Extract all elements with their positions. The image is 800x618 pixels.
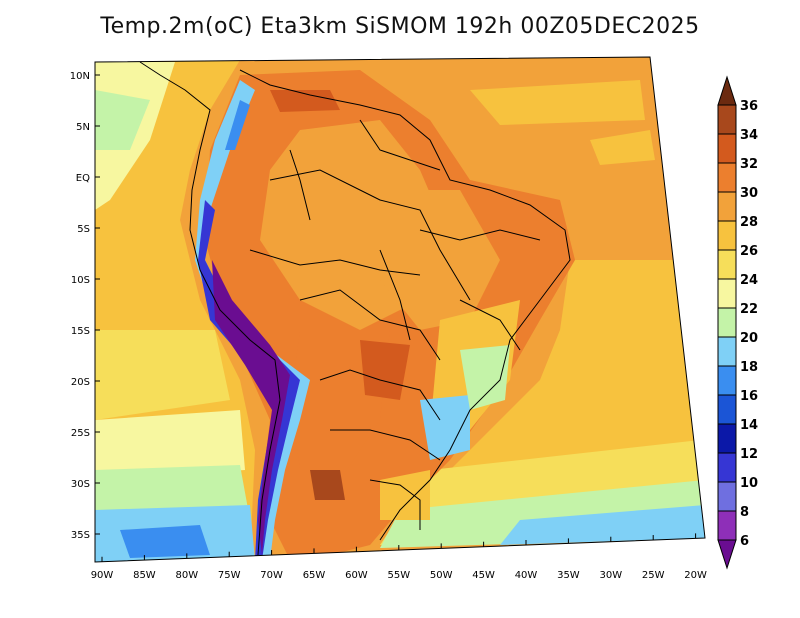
colorbar-label: 10 <box>740 476 758 491</box>
colorbar-swatch <box>717 220 737 251</box>
colorbar-label: 14 <box>740 418 758 433</box>
colorbar-label: 28 <box>740 215 758 230</box>
colorbar-label: 30 <box>740 186 758 201</box>
temperature-field <box>95 57 705 562</box>
lon-label: 20W <box>684 570 707 581</box>
lat-label: 30S <box>71 479 90 490</box>
colorbar-swatch <box>717 133 737 164</box>
colorbar-swatch <box>717 191 737 222</box>
lat-label: 5S <box>77 224 90 235</box>
colorbar-label: 24 <box>740 273 758 288</box>
colorbar-swatch <box>717 481 737 512</box>
lat-label: 35S <box>71 530 90 541</box>
lon-label: 85W <box>133 570 156 581</box>
colorbar-label: 16 <box>740 389 758 404</box>
lon-label: 65W <box>303 570 326 581</box>
colorbar-over-arrow <box>717 75 737 106</box>
lat-label: 10S <box>71 275 90 286</box>
lon-label: 75W <box>218 570 241 581</box>
colorbar-label: 36 <box>740 99 758 114</box>
map-frame <box>94 56 706 563</box>
lon-label: 30W <box>599 570 622 581</box>
lon-label: 25W <box>642 570 665 581</box>
colorbar-label: 34 <box>740 128 758 143</box>
latitude-axis: 10N 5N EQ 5S 10S 15S 20S 25S 30S 35S <box>70 71 100 541</box>
colorbar-label: 18 <box>740 360 758 375</box>
colorbar-swatch <box>717 394 737 425</box>
lat-label: 15S <box>71 326 90 337</box>
colorbar-swatch <box>717 162 737 193</box>
colorbar-label: 22 <box>740 302 758 317</box>
colorbar-swatch <box>717 452 737 483</box>
colorbar-swatch <box>717 278 737 309</box>
colorbar-swatch <box>717 423 737 454</box>
longitude-axis: 90W 85W 80W 75W 70W 65W 60W 55W 50W 45W 40W 35W 30W 2… <box>91 533 707 581</box>
lon-label: 60W <box>345 570 368 581</box>
lon-label: 70W <box>260 570 283 581</box>
lat-label: 20S <box>71 377 90 388</box>
colorbar-swatch <box>717 336 737 367</box>
map-title: Temp.2m(oC) Eta3km SiSMOM 192h 00Z05DEC2… <box>100 14 700 39</box>
lat-label: 25S <box>71 428 90 439</box>
lon-label: 40W <box>515 570 538 581</box>
lon-label: 45W <box>472 570 495 581</box>
colorbar-label: 12 <box>740 447 758 462</box>
colorbar-swatch <box>717 365 737 396</box>
lat-label: EQ <box>76 173 90 184</box>
colorbar-label: 8 <box>740 505 749 520</box>
country-borders <box>139 61 571 556</box>
colorbar-label: 6 <box>740 534 749 549</box>
lon-label: 50W <box>430 570 453 581</box>
lon-label: 90W <box>91 570 114 581</box>
lat-label: 5N <box>76 122 90 133</box>
colorbar-swatch <box>717 249 737 280</box>
colorbar-swatch <box>717 104 737 135</box>
lon-label: 80W <box>175 570 198 581</box>
colorbar-under-arrow <box>717 539 737 570</box>
lon-label: 55W <box>387 570 410 581</box>
colorbar-label: 26 <box>740 244 758 259</box>
lon-label: 35W <box>557 570 580 581</box>
colorbar-label: 20 <box>740 331 758 346</box>
colorbar-label: 32 <box>740 157 758 172</box>
lat-label: 10N <box>70 71 90 82</box>
colorbar-swatch <box>717 510 737 541</box>
colorbar: 36 34 32 30 28 26 24 22 20 18 16 14 12 10 8 6 <box>717 75 758 570</box>
colorbar-swatch <box>717 307 737 338</box>
